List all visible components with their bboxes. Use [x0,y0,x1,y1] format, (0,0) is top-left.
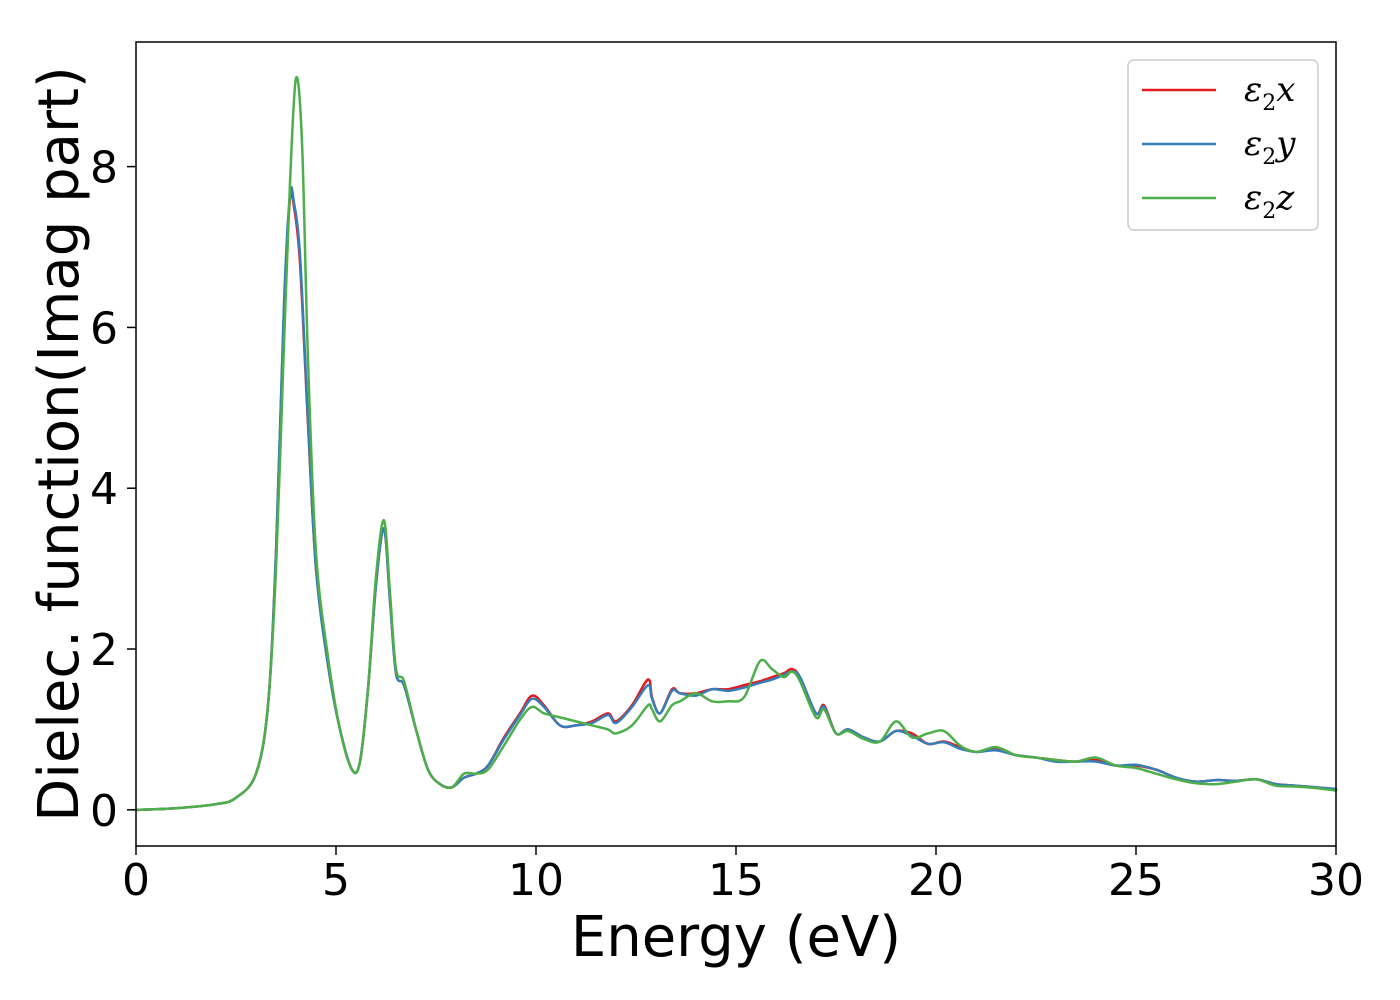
legend: ε2x ε2y ε2z [1127,59,1319,231]
legend-label-1: ε2x [1244,70,1295,116]
x-axis-label: Energy (eV) [571,905,901,970]
y-tick-label: 0 [90,786,118,837]
x-tick-label: 5 [322,855,350,906]
legend-frame [1127,59,1319,231]
x-tick-label: 15 [708,855,764,906]
legend-items: ε2x ε2y ε2z [1142,70,1296,224]
y-axis-label: Dielec. function(Imag part) [27,66,92,822]
x-tick-label: 10 [508,855,564,906]
series-layer [134,75,1338,812]
y-tick-label: 4 [90,464,118,515]
x-tick-label: 30 [1308,855,1364,906]
x-axis-ticks: 0 5 10 15 20 25 30 [122,846,1364,906]
legend-label-3: ε2z [1244,178,1295,224]
y-axis-ticks: 0 2 4 6 8 [90,143,136,837]
y-tick-label: 2 [90,625,118,676]
legend-label-2: ε2y [1244,124,1296,170]
x-tick-label: 25 [1108,855,1164,906]
y-tick-label: 8 [90,143,118,194]
series-line-3 [134,75,1338,812]
x-tick-label: 20 [908,855,964,906]
x-tick-label: 0 [122,855,150,906]
y-tick-label: 6 [90,303,118,354]
